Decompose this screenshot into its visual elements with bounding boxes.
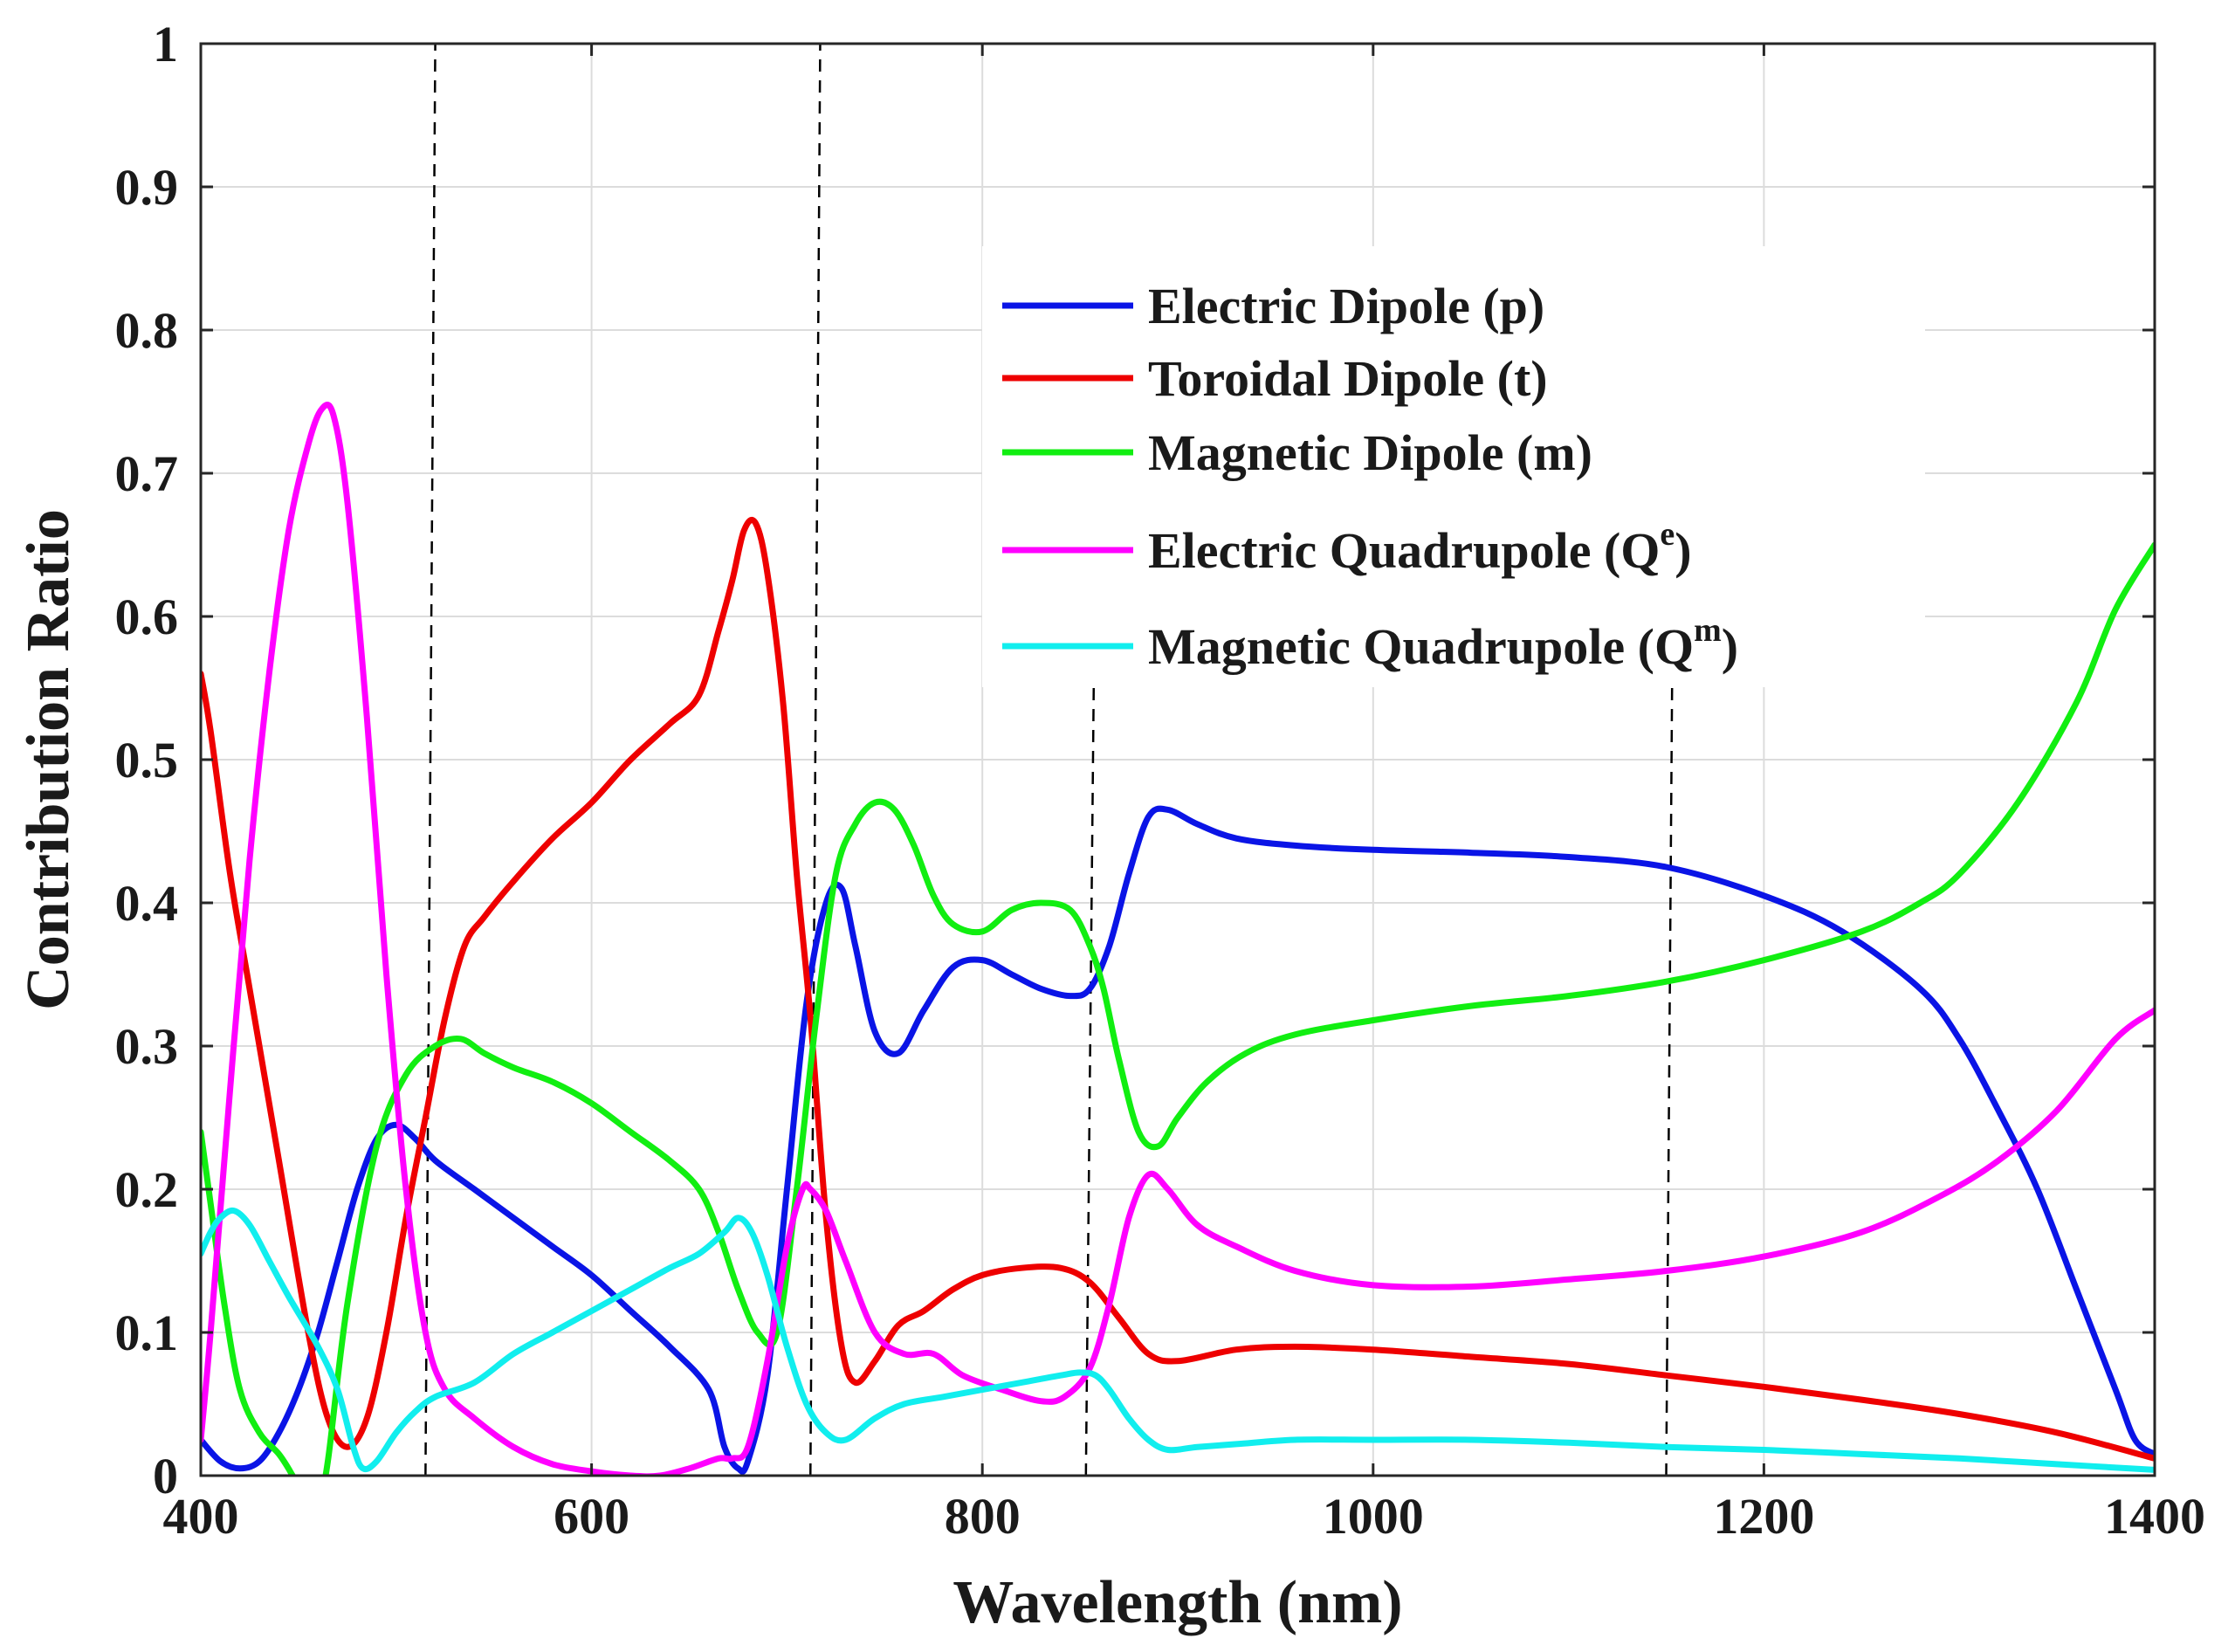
y-tick-label: 0.8 — [115, 302, 179, 359]
dashed-marker-line — [1084, 687, 1096, 1476]
series-line-magnetic-dipole-m — [201, 541, 2155, 1476]
legend-box — [982, 246, 1925, 687]
y-axis-title: Contribution Ratio — [15, 509, 82, 1010]
x-tick-label: 600 — [554, 1488, 629, 1545]
x-tick-label: 1400 — [2104, 1488, 2205, 1545]
series-line-electric-quadrupole-qe — [201, 402, 2155, 1476]
x-tick-label: 800 — [945, 1488, 1021, 1545]
legend-label-magnetic-dipole-m: Magnetic Dipole (m) — [1148, 424, 1592, 481]
y-tick-label: 0.4 — [115, 875, 179, 932]
x-tick-label: 400 — [163, 1488, 239, 1545]
x-axis-title: Wavelength (nm) — [952, 1569, 1402, 1636]
dashed-marker-line — [809, 43, 822, 1476]
axis-ticks: 400 600 800 1000 1200 1400 0 0.1 0.2 0.3 0.4 0.5 0.6… — [115, 16, 2206, 1545]
y-tick-label: 1 — [153, 16, 178, 72]
marker-dashed-lines — [424, 43, 1674, 1476]
dashed-marker-line — [424, 43, 437, 1476]
x-tick-label: 1000 — [1323, 1488, 1424, 1545]
legend-label-electric-quadrupole-qe: Electric Quadrupole (Qe) — [1148, 516, 1692, 579]
dashed-marker-line — [1665, 687, 1674, 1476]
series-line-toroidal-dipole-t — [201, 517, 2155, 1462]
series-lines — [201, 402, 2155, 1476]
x-tick-label: 1200 — [1713, 1488, 1814, 1545]
y-tick-label: 0.2 — [115, 1161, 179, 1218]
y-tick-label: 0.1 — [115, 1304, 179, 1361]
legend-label-toroidal-dipole-t: Toroidal Dipole (t) — [1148, 350, 1548, 407]
y-tick-label: 0.6 — [115, 589, 179, 645]
y-tick-label: 0.5 — [115, 732, 179, 788]
series-line-magnetic-quadrupole-qm — [201, 1207, 2155, 1473]
y-tick-label: 0.3 — [115, 1018, 179, 1075]
y-tick-label: 0.9 — [115, 159, 179, 216]
legend-label-magnetic-quadrupole-qm: Magnetic Quadrupole (Qm) — [1148, 612, 1738, 675]
legend: Electric Dipole (p) Toroidal Dipole (t) Ma… — [982, 246, 1925, 687]
y-tick-label: 0.7 — [115, 445, 179, 502]
y-tick-label: 0 — [153, 1448, 178, 1504]
legend-label-electric-dipole-p: Electric Dipole (p) — [1148, 278, 1544, 334]
